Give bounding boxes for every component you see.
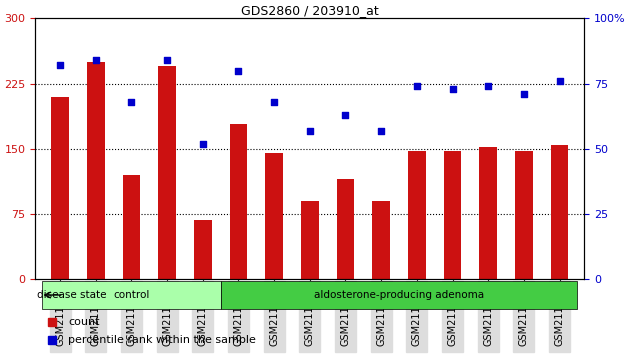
Text: count: count xyxy=(68,316,100,327)
Point xyxy=(483,84,493,89)
Point xyxy=(412,84,422,89)
Bar xyxy=(51,97,69,279)
Text: aldosterone-producing adenoma: aldosterone-producing adenoma xyxy=(314,290,484,300)
Point xyxy=(376,128,386,133)
Bar xyxy=(408,150,426,279)
Point xyxy=(518,91,529,97)
Point xyxy=(340,112,350,118)
Point xyxy=(305,128,315,133)
FancyBboxPatch shape xyxy=(42,281,220,309)
Bar xyxy=(123,175,140,279)
Point xyxy=(269,99,279,105)
Bar xyxy=(372,201,390,279)
Bar xyxy=(336,179,355,279)
Point xyxy=(162,57,172,63)
Text: disease state: disease state xyxy=(37,290,106,300)
Bar xyxy=(479,147,497,279)
Point xyxy=(447,86,457,92)
Point xyxy=(554,78,564,84)
Bar xyxy=(444,152,461,279)
Bar xyxy=(229,125,248,279)
Bar xyxy=(515,150,533,279)
Text: control: control xyxy=(113,290,150,300)
Bar xyxy=(194,220,212,279)
Point xyxy=(198,141,208,147)
Bar xyxy=(265,153,283,279)
Point xyxy=(55,63,65,68)
Bar xyxy=(301,201,319,279)
Title: GDS2860 / 203910_at: GDS2860 / 203910_at xyxy=(241,4,379,17)
Point xyxy=(127,99,137,105)
Bar xyxy=(551,145,568,279)
Point xyxy=(234,68,244,73)
Bar xyxy=(87,62,105,279)
FancyBboxPatch shape xyxy=(220,281,577,309)
Point xyxy=(91,57,101,63)
Bar xyxy=(158,66,176,279)
Text: percentile rank within the sample: percentile rank within the sample xyxy=(68,335,256,345)
